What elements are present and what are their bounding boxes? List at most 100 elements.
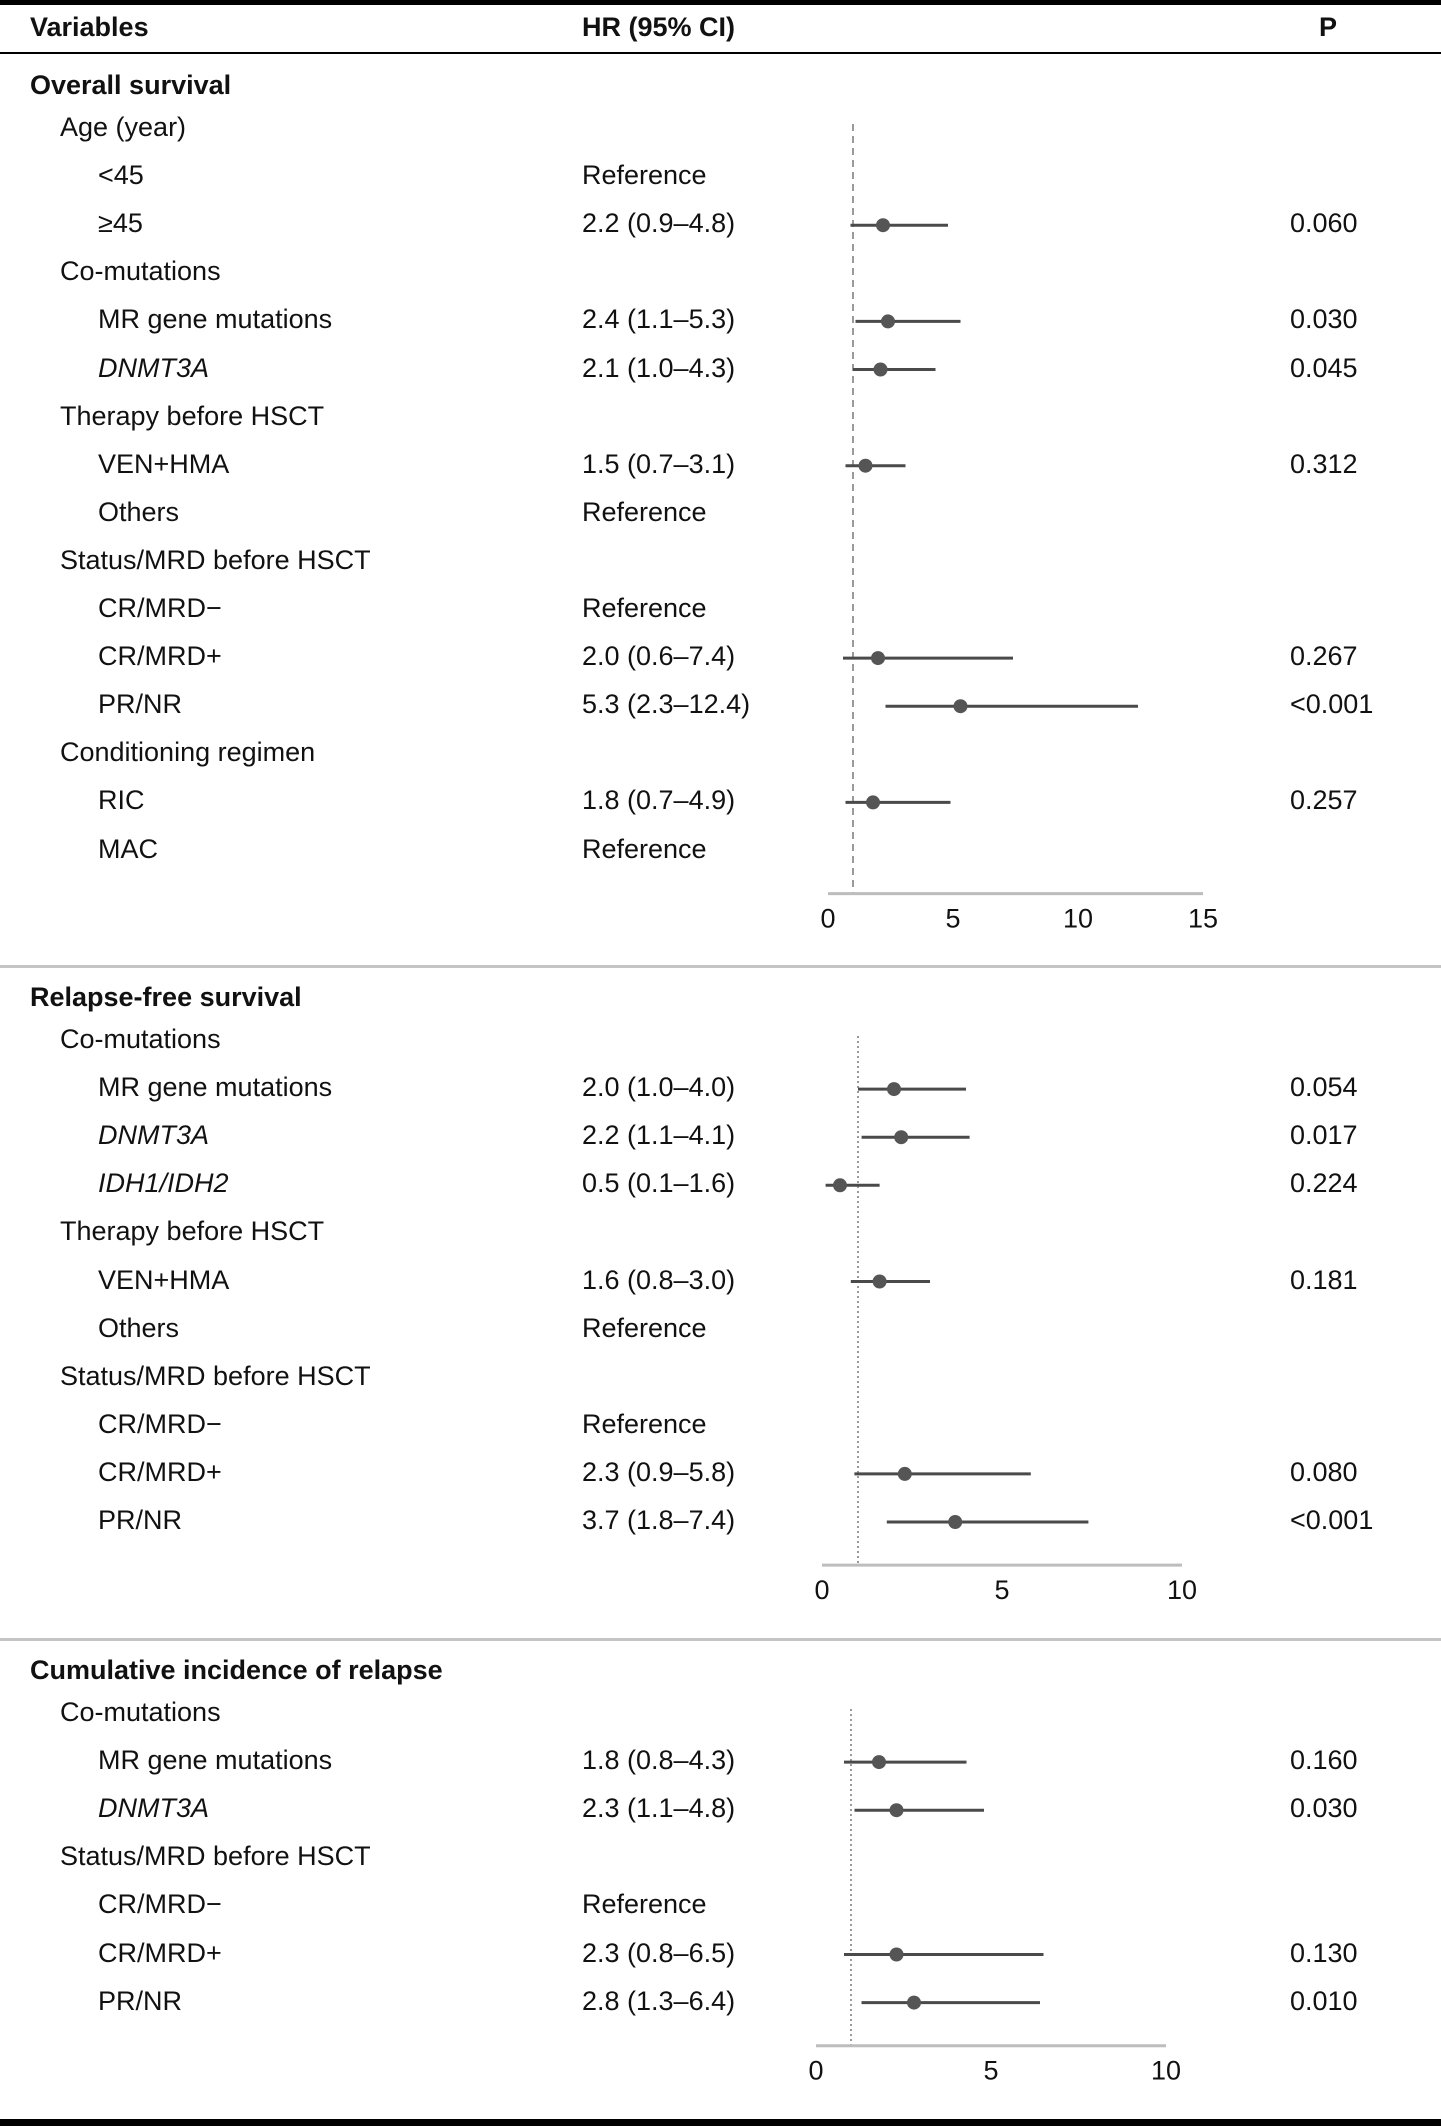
variable-label: PR/NR xyxy=(98,689,183,720)
header-hr: HR (95% CI) xyxy=(582,12,736,42)
table-header: Variables HR (95% CI) P xyxy=(0,6,1441,52)
variable-label: PR/NR xyxy=(98,1505,183,1535)
variable-label: CR/MRD− xyxy=(98,593,222,623)
p-value: 0.060 xyxy=(1290,208,1358,239)
table-row: CR/MRD+ 2.0 (0.6–7.4) 0.267 xyxy=(0,633,1441,681)
x-tick-label: 15 xyxy=(1188,904,1218,934)
hr-point xyxy=(872,1755,886,1770)
hr-point xyxy=(889,1803,904,1818)
variable-label: VEN+HMA xyxy=(98,1264,230,1295)
forest-plot: 0 5 10 xyxy=(808,1709,1181,2086)
hr-value: 1.8 (0.7–4.9) xyxy=(582,785,736,816)
hr-value: 3.7 (1.8–7.4) xyxy=(582,1505,736,1535)
group-label: Co-mutations xyxy=(60,256,221,287)
variable-label: DNMT3A xyxy=(98,1793,210,1824)
x-tick-label: 5 xyxy=(994,1575,1009,1605)
hr-point xyxy=(889,1947,904,1962)
hr-point xyxy=(866,795,880,810)
p-value: <0.001 xyxy=(1290,1505,1374,1535)
variable-label: CR/MRD+ xyxy=(98,641,222,672)
variable-label: <45 xyxy=(98,160,144,191)
group-row: Co-mutations xyxy=(0,1689,1441,1737)
section-title: Cumulative incidence of relapse xyxy=(30,1655,443,1685)
table-row: Others Reference xyxy=(0,1305,1441,1353)
group-label: Co-mutations xyxy=(60,1024,221,1054)
p-value: 0.010 xyxy=(1290,1985,1358,2016)
p-value: 0.045 xyxy=(1290,352,1358,383)
variable-label: ≥45 xyxy=(98,208,143,239)
variable-label: PR/NR xyxy=(98,1985,183,2016)
table-row: VEN+HMA 1.6 (0.8–3.0) 0.181 xyxy=(0,1257,1441,1305)
group-row: Status/MRD before HSCT xyxy=(0,1833,1441,1881)
x-tick-label: 5 xyxy=(945,904,960,934)
hr-value: Reference xyxy=(582,160,707,191)
p-value: 0.267 xyxy=(1290,641,1358,672)
bottom-rule xyxy=(0,2119,1441,2126)
p-value: 0.030 xyxy=(1290,304,1358,335)
hr-value: 1.8 (0.8–4.3) xyxy=(582,1745,736,1776)
table-row: CR/MRD+ 2.3 (0.8–6.5) 0.130 xyxy=(0,1930,1441,1978)
header-p: P xyxy=(1319,12,1338,42)
hr-value: Reference xyxy=(582,1889,707,1920)
group-row: Status/MRD before HSCT xyxy=(0,537,1441,585)
group-label: Therapy before HSCT xyxy=(60,400,325,431)
group-label: Conditioning regimen xyxy=(60,737,316,768)
forest-plot: 0 5 10 xyxy=(814,1036,1197,1605)
hr-point xyxy=(873,362,888,377)
p-value: 0.054 xyxy=(1290,1072,1358,1103)
table-row: MR gene mutations 2.0 (1.0–4.0) 0.054 xyxy=(0,1064,1441,1112)
section-title: Relapse-free survival xyxy=(30,982,302,1012)
group-row: Conditioning regimen xyxy=(0,729,1441,777)
hr-point xyxy=(833,1178,847,1193)
hr-value: Reference xyxy=(582,1408,707,1439)
top-rule xyxy=(0,0,1441,5)
x-tick-label: 0 xyxy=(814,1575,829,1605)
variable-label: MAC xyxy=(98,833,158,864)
variable-label: Others xyxy=(98,1312,180,1343)
hr-value: 2.3 (0.8–6.5) xyxy=(582,1937,736,1968)
table-row: DNMT3A 2.3 (1.1–4.8) 0.030 xyxy=(0,1785,1441,1833)
variable-label: CR/MRD− xyxy=(98,1408,222,1439)
group-label: Co-mutations xyxy=(60,1697,221,1727)
p-value: 0.181 xyxy=(1290,1264,1358,1295)
hr-point xyxy=(897,1466,912,1481)
hr-value: 2.0 (0.6–7.4) xyxy=(582,641,736,672)
x-tick-label: 10 xyxy=(1151,2056,1181,2086)
hr-value: 2.4 (1.1–5.3) xyxy=(582,304,736,335)
x-tick-label: 0 xyxy=(808,2056,823,2086)
table-row: CR/MRD+ 2.3 (0.9–5.8) 0.080 xyxy=(0,1449,1441,1497)
table-row: DNMT3A 2.2 (1.1–4.1) 0.017 xyxy=(0,1112,1441,1160)
table-row: RIC 1.8 (0.7–4.9) 0.257 xyxy=(0,777,1441,825)
hr-value: Reference xyxy=(582,1312,707,1343)
table-row: MR gene mutations 2.4 (1.1–5.3) 0.030 xyxy=(0,296,1441,344)
hr-point xyxy=(881,314,895,329)
table-row: MR gene mutations 1.8 (0.8–4.3) 0.160 xyxy=(0,1737,1441,1785)
hr-value: 2.3 (0.9–5.8) xyxy=(582,1456,736,1487)
x-tick-label: 5 xyxy=(983,2056,998,2086)
hr-value: Reference xyxy=(582,833,707,864)
hr-point xyxy=(887,1082,901,1097)
group-label: Age (year) xyxy=(60,112,187,142)
table-row: ≥45 2.2 (0.9–4.8) 0.060 xyxy=(0,200,1441,248)
hr-value: 2.2 (0.9–4.8) xyxy=(582,208,736,239)
hr-value: 0.5 (0.1–1.6) xyxy=(582,1168,736,1199)
hr-value: 1.6 (0.8–3.0) xyxy=(582,1264,736,1295)
group-row: Therapy before HSCT xyxy=(0,393,1441,441)
p-value: 0.224 xyxy=(1290,1168,1358,1199)
table-row: CR/MRD− Reference xyxy=(0,1401,1441,1449)
hr-value: 5.3 (2.3–12.4) xyxy=(582,689,751,720)
hr-value: 2.8 (1.3–6.4) xyxy=(582,1985,736,2016)
hr-point xyxy=(876,218,890,233)
p-value: 0.030 xyxy=(1290,1793,1358,1824)
group-label: Status/MRD before HSCT xyxy=(60,544,371,575)
p-value: <0.001 xyxy=(1290,689,1374,720)
table-row: PR/NR 5.3 (2.3–12.4) <0.001 xyxy=(0,681,1441,729)
hr-value: 2.3 (1.1–4.8) xyxy=(582,1793,736,1824)
group-label: Status/MRD before HSCT xyxy=(60,1360,371,1391)
group-row: Age (year) xyxy=(0,104,1441,152)
hr-value: Reference xyxy=(582,593,707,623)
hr-point xyxy=(871,651,885,666)
group-row: Co-mutations xyxy=(0,248,1441,296)
table-row: DNMT3A 2.1 (1.0–4.3) 0.045 xyxy=(0,345,1441,393)
variable-label: MR gene mutations xyxy=(98,1745,333,1776)
